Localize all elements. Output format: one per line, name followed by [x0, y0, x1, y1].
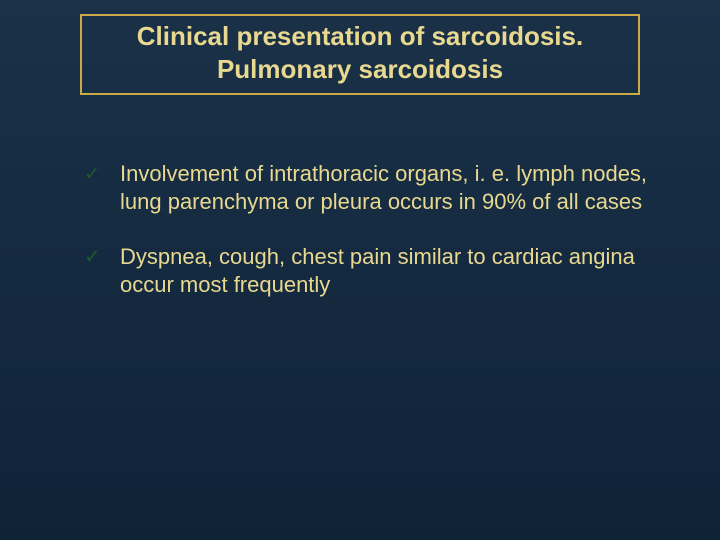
- slide: Clinical presentation of sarcoidosis. Pu…: [0, 0, 720, 540]
- title-line-1: Clinical presentation of sarcoidosis.: [137, 21, 583, 51]
- check-icon: ✓: [84, 162, 101, 187]
- bullet-text: Involvement of intrathoracic organs, i. …: [120, 161, 647, 214]
- bullet-text: Dyspnea, cough, chest pain similar to ca…: [120, 244, 635, 297]
- title-box: Clinical presentation of sarcoidosis. Pu…: [80, 14, 640, 95]
- list-item: ✓ Involvement of intrathoracic organs, i…: [70, 160, 670, 215]
- content-area: ✓ Involvement of intrathoracic organs, i…: [70, 160, 670, 326]
- list-item: ✓ Dyspnea, cough, chest pain similar to …: [70, 243, 670, 298]
- bullet-list: ✓ Involvement of intrathoracic organs, i…: [70, 160, 670, 298]
- check-icon: ✓: [84, 245, 101, 270]
- title-line-2: Pulmonary sarcoidosis: [217, 54, 503, 84]
